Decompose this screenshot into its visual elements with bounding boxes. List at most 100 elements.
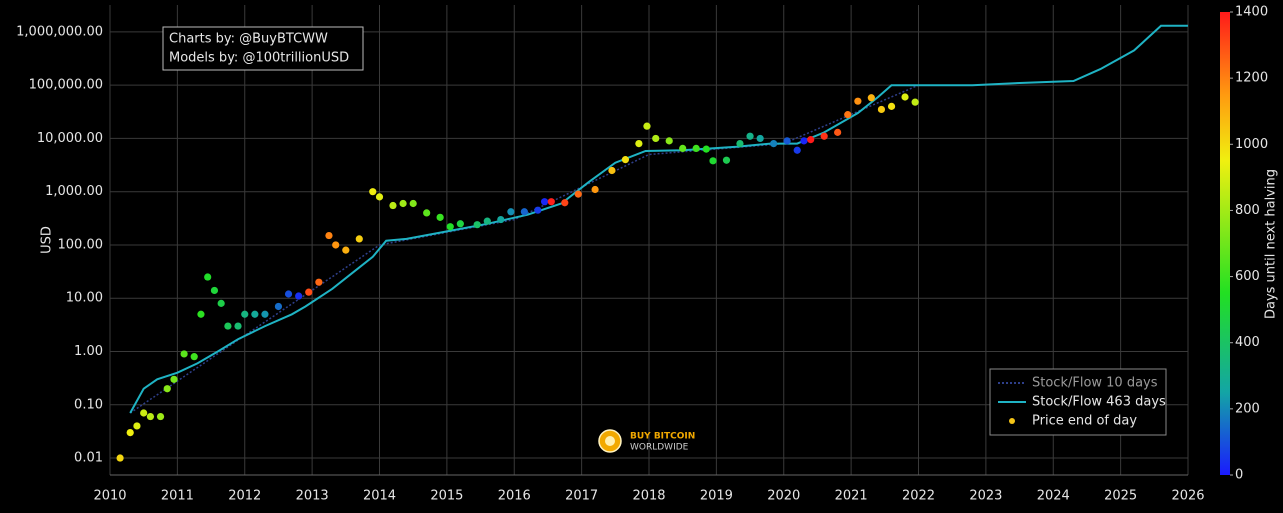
x-tick-label: 2026 — [1171, 489, 1204, 504]
price-point — [702, 145, 710, 153]
price-point — [210, 286, 219, 295]
price-point — [234, 322, 242, 330]
price-point — [834, 128, 842, 136]
y-tick-label: 10.00 — [66, 291, 103, 306]
price-point — [332, 241, 340, 249]
logo-text: WORLDWIDE — [630, 443, 689, 453]
annotation: Charts by: @BuyBTCWW — [169, 32, 328, 47]
price-point — [423, 209, 431, 217]
price-point — [251, 310, 259, 318]
price-point — [800, 137, 808, 145]
x-tick-label: 2012 — [228, 489, 261, 504]
legend-swatch — [1009, 418, 1015, 424]
colorbar-tick-label: 1200 — [1235, 71, 1268, 86]
price-point — [547, 198, 555, 206]
price-point — [534, 206, 542, 214]
price-point — [355, 235, 363, 243]
x-tick-label: 2018 — [632, 489, 665, 504]
price-point — [473, 221, 481, 229]
price-point — [844, 111, 852, 119]
price-point — [261, 310, 269, 318]
price-point — [901, 93, 909, 101]
colorbar-tick-label: 400 — [1235, 335, 1260, 350]
price-point — [621, 156, 630, 164]
price-point — [156, 412, 165, 421]
annotation: Models by: @100trillionUSD — [169, 51, 349, 66]
y-tick-label: 1,000.00 — [45, 184, 103, 199]
price-point — [217, 299, 225, 307]
colorbar-tick-label: 800 — [1235, 203, 1260, 218]
y-tick-label: 0.01 — [74, 451, 103, 466]
price-point — [224, 322, 232, 330]
x-tick-label: 2025 — [1104, 489, 1137, 504]
logo-text: BUY BITCOIN — [630, 432, 695, 442]
price-point — [342, 246, 350, 254]
price-point — [274, 302, 283, 311]
price-point — [820, 132, 828, 140]
legend-label: Stock/Flow 10 days — [1032, 376, 1158, 391]
price-point — [140, 409, 148, 417]
legend-label: Stock/Flow 463 days — [1032, 395, 1166, 410]
y-tick-label: 0.10 — [74, 397, 103, 412]
price-point — [190, 353, 198, 361]
x-tick-label: 2020 — [767, 489, 800, 504]
price-point — [783, 137, 791, 145]
price-point — [456, 220, 464, 228]
price-point — [197, 310, 205, 318]
price-point — [793, 146, 801, 154]
price-point — [877, 105, 886, 114]
price-point — [652, 134, 660, 143]
price-point — [736, 139, 744, 148]
price-point — [807, 136, 815, 144]
colorbar-tick-label: 200 — [1235, 401, 1260, 416]
legend: Stock/Flow 10 days Stock/Flow 463 days Pri… — [989, 368, 1167, 436]
price-point — [204, 273, 212, 281]
x-tick-label: 2013 — [296, 489, 329, 504]
price-point — [483, 217, 491, 225]
price-point — [399, 199, 407, 208]
x-tick-label: 2023 — [969, 489, 1002, 504]
price-point — [180, 350, 188, 358]
price-point — [497, 215, 505, 224]
y-axis-label: USD — [40, 226, 55, 254]
y-tick-label: 1,000,000.00 — [16, 24, 103, 39]
colorbar-tick-label: 1400 — [1235, 5, 1268, 20]
price-point — [911, 98, 919, 106]
annotation-frame — [162, 26, 364, 71]
axes: 2010 2011 2012 2013 2014 2015 2016 2017 2018 2019… — [16, 24, 1204, 503]
price-point — [146, 412, 155, 421]
x-tick-label: 2010 — [93, 489, 126, 504]
colorbar-tick-label: 0 — [1235, 468, 1243, 483]
colorbar-scale — [1220, 12, 1230, 475]
y-tick-label: 100.00 — [58, 237, 104, 252]
x-tick-label: 2019 — [700, 489, 733, 504]
price-point — [520, 208, 528, 216]
price-point — [375, 193, 384, 201]
price-point — [540, 198, 549, 206]
x-tick-label: 2011 — [161, 489, 194, 504]
price-point — [241, 310, 249, 318]
price-point — [116, 454, 124, 462]
price-point — [643, 122, 651, 130]
price-point — [608, 166, 616, 175]
price-point — [305, 288, 313, 296]
price-point — [507, 208, 515, 216]
price-point — [887, 102, 896, 110]
price-point — [389, 201, 397, 210]
price-point — [591, 185, 599, 194]
price-point — [635, 139, 643, 148]
price-point — [163, 385, 171, 393]
x-tick-label: 2014 — [363, 489, 396, 504]
price-point — [722, 156, 731, 164]
price-point — [867, 94, 875, 102]
logo: BUY BITCOIN WORLDWIDE — [598, 429, 695, 453]
price-point — [295, 292, 303, 300]
price-point — [756, 134, 764, 143]
price-point — [692, 144, 700, 153]
x-tick-label: 2021 — [835, 489, 868, 504]
points — [116, 93, 919, 462]
price-point — [561, 199, 569, 207]
price-point — [369, 188, 377, 196]
